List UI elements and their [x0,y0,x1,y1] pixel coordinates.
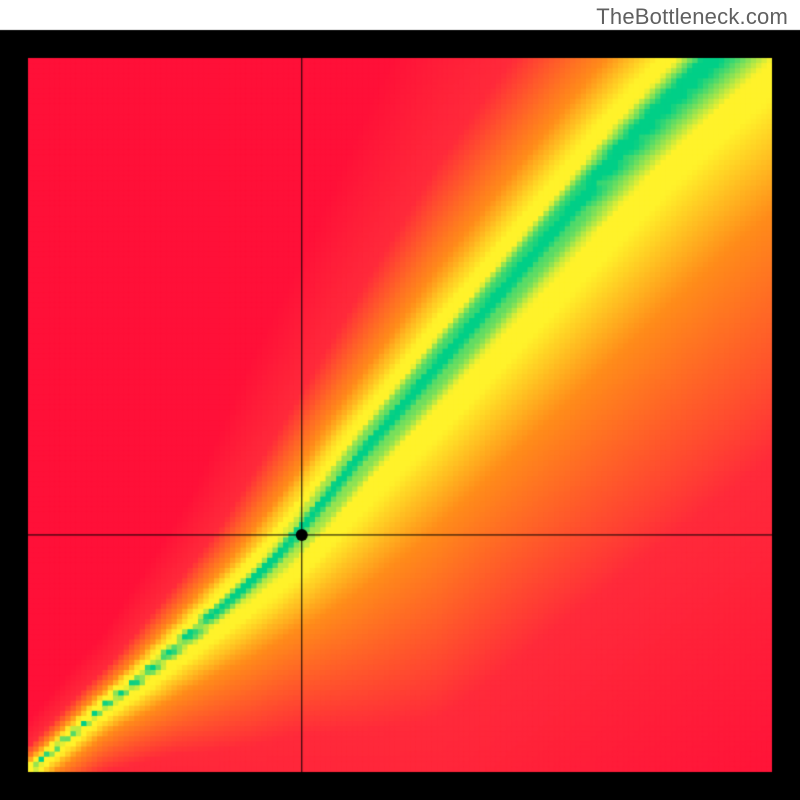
watermark-text: TheBottleneck.com [596,4,788,30]
chart-container: TheBottleneck.com [0,0,800,800]
heatmap-canvas [0,0,800,800]
